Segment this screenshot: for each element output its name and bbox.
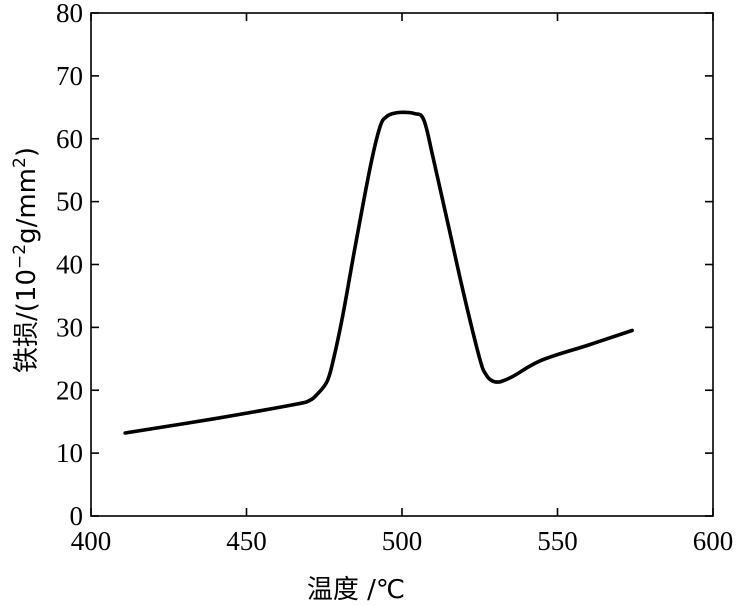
x-tick-label: 400 — [71, 526, 112, 556]
x-tick-label: 450 — [226, 526, 267, 556]
iron-loss-curve — [123, 110, 634, 435]
plot-frame — [90, 12, 714, 517]
y-tick-label: 40 — [56, 250, 83, 280]
y-tick-label: 0 — [70, 501, 84, 531]
y-tick-label: 70 — [56, 61, 83, 91]
y-axis-title-prefix: 铁损/(10 — [12, 269, 42, 373]
y-axis-title: 铁损/(10−2g/mm2) — [10, 147, 42, 373]
y-tick-label: 20 — [56, 375, 83, 405]
x-tick-label: 600 — [693, 526, 734, 556]
x-tick-label: 550 — [537, 526, 578, 556]
y-tick-labels: 0 10 20 30 40 50 60 70 80 — [56, 0, 83, 531]
x-axis-title: 温度 /℃ — [307, 575, 405, 605]
axis-ticks — [90, 12, 714, 517]
y-tick-label: 50 — [56, 187, 83, 217]
y-axis-title-exponent: −2 — [10, 244, 30, 269]
y-tick-label: 60 — [56, 124, 83, 154]
x-tick-labels: 400 450 500 550 600 — [71, 526, 734, 556]
y-axis-title-unit: g/mm — [12, 168, 42, 244]
y-tick-label: 80 — [56, 0, 83, 28]
y-axis-title-unit-exponent: 2 — [10, 157, 30, 168]
y-tick-label: 10 — [56, 438, 83, 468]
y-axis-title-suffix: ) — [12, 147, 42, 157]
y-tick-label: 30 — [56, 312, 83, 342]
x-tick-label: 500 — [382, 526, 423, 556]
